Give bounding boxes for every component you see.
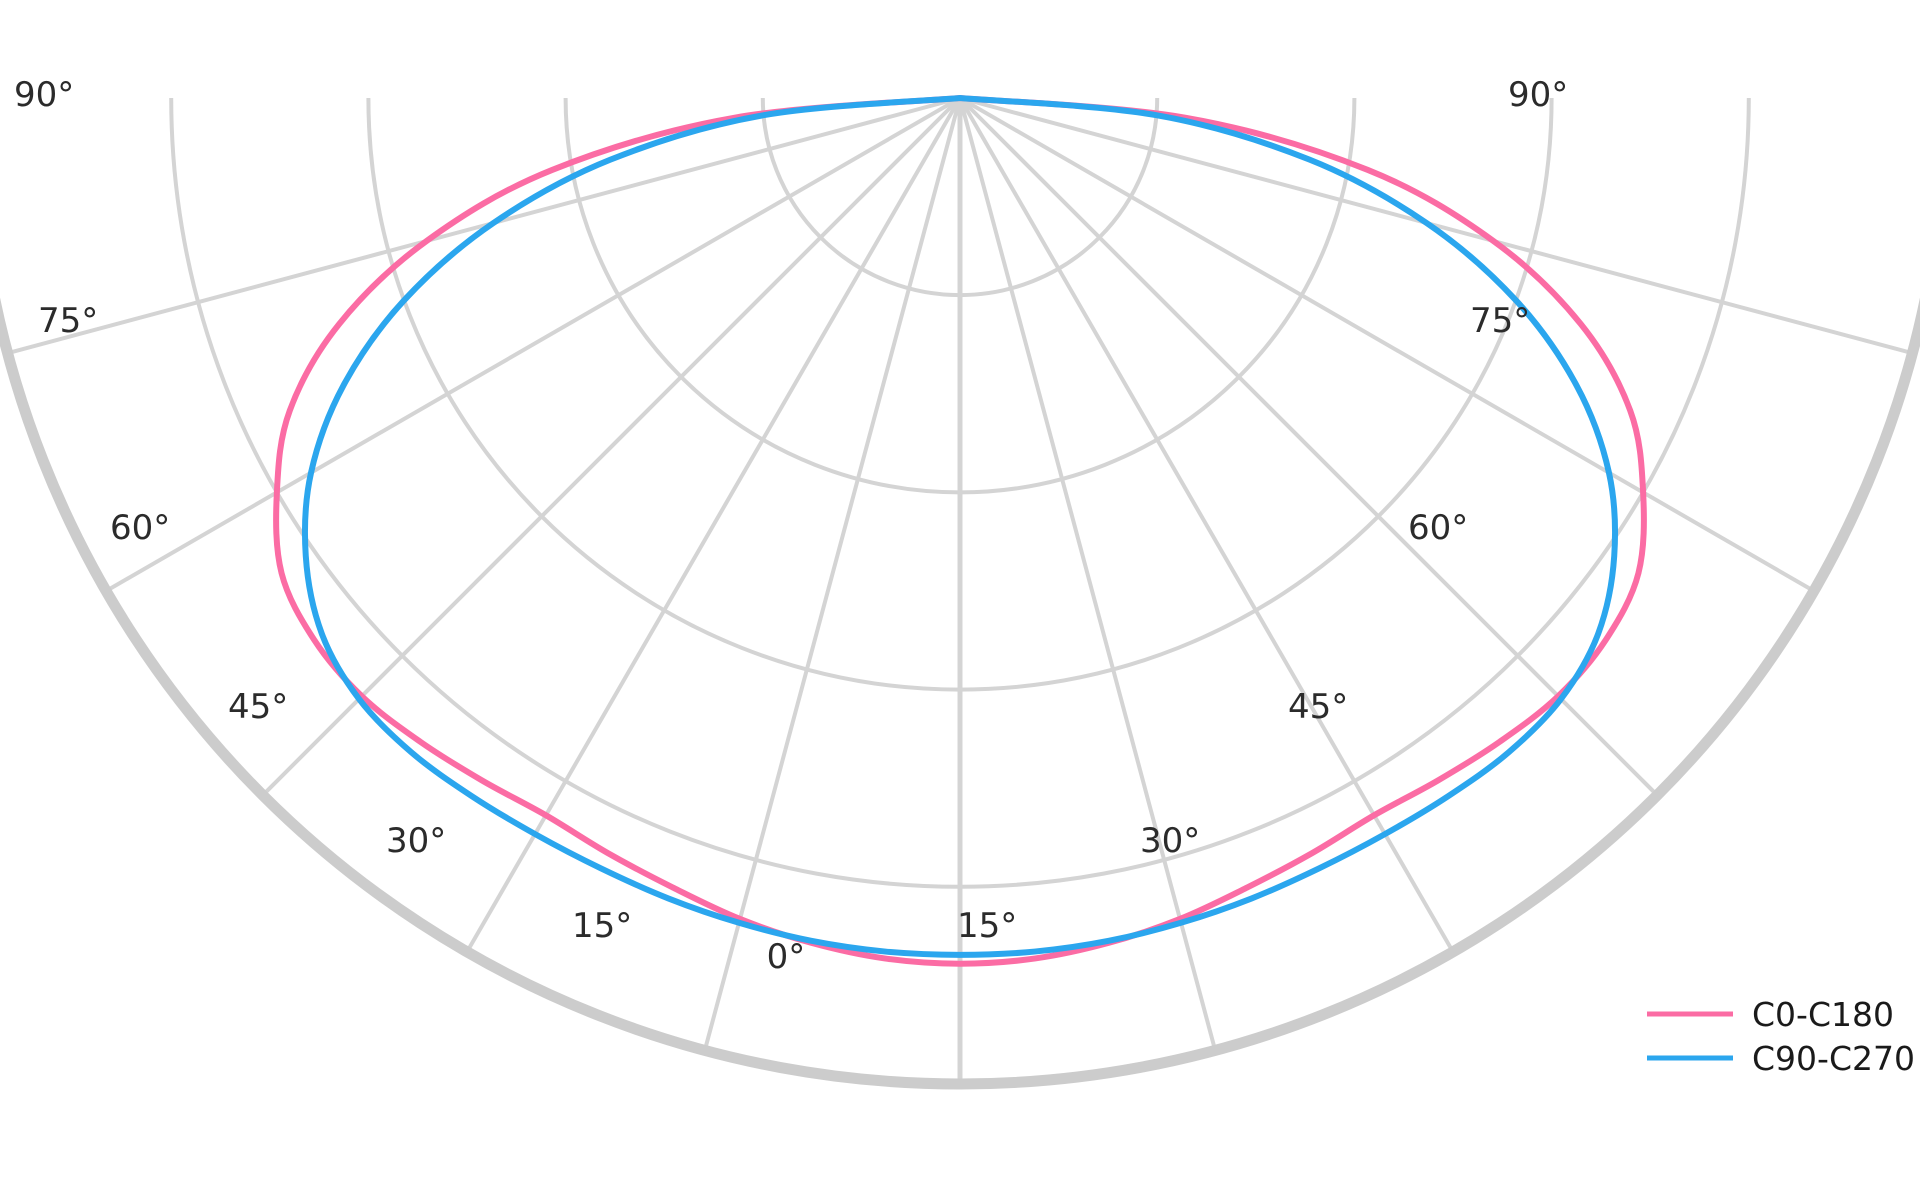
angle-label-right-30: 30°: [1140, 821, 1200, 861]
grid-spoke: [7, 96, 961, 356]
grid-spoke: [958, 96, 1815, 593]
chart-legend: C0-C180 C90-C270: [1647, 995, 1915, 1078]
angle-label-left-90: 90°: [14, 75, 74, 115]
outer-arc-path: [0, 297, 1920, 1090]
grid-spoke: [958, 97, 1218, 1051]
grid-spoke: [958, 97, 1455, 953]
legend-label-c0-c180: C0-C180: [1752, 995, 1894, 1034]
angle-label-left-30: 30°: [386, 821, 446, 861]
grid-spoke: [958, 96, 1659, 797]
angle-label-center-0: 0°: [767, 937, 806, 977]
angle-label-right-90: 90°: [1508, 75, 1568, 115]
angle-label-left-15: 15°: [572, 906, 632, 946]
angle-label-left-60: 60°: [110, 508, 170, 548]
data-series-group: [273, 95, 1647, 967]
grid-spoke: [261, 96, 962, 797]
grid-spoke: [105, 96, 962, 593]
angle-label-right-45: 45°: [1288, 687, 1348, 727]
angle-label-right-15: 15°: [957, 906, 1017, 946]
grid-spoke: [959, 96, 1913, 356]
series-curve-c0-c180: [273, 95, 1647, 967]
angle-label-right-75: 75°: [1470, 301, 1530, 341]
outer-boundary-arc: [0, 297, 1920, 1090]
grid-spoke: [702, 97, 962, 1051]
angle-label-left-75: 75°: [38, 301, 98, 341]
grid-spoke: [465, 97, 962, 953]
legend-label-c90-c270: C90-C270: [1752, 1039, 1915, 1078]
angle-label-right-60: 60°: [1408, 508, 1468, 548]
angular-grid-spokes: [7, 96, 1913, 1084]
series-curve-c90-c270: [301, 95, 1619, 958]
angle-label-left-45: 45°: [228, 687, 288, 727]
